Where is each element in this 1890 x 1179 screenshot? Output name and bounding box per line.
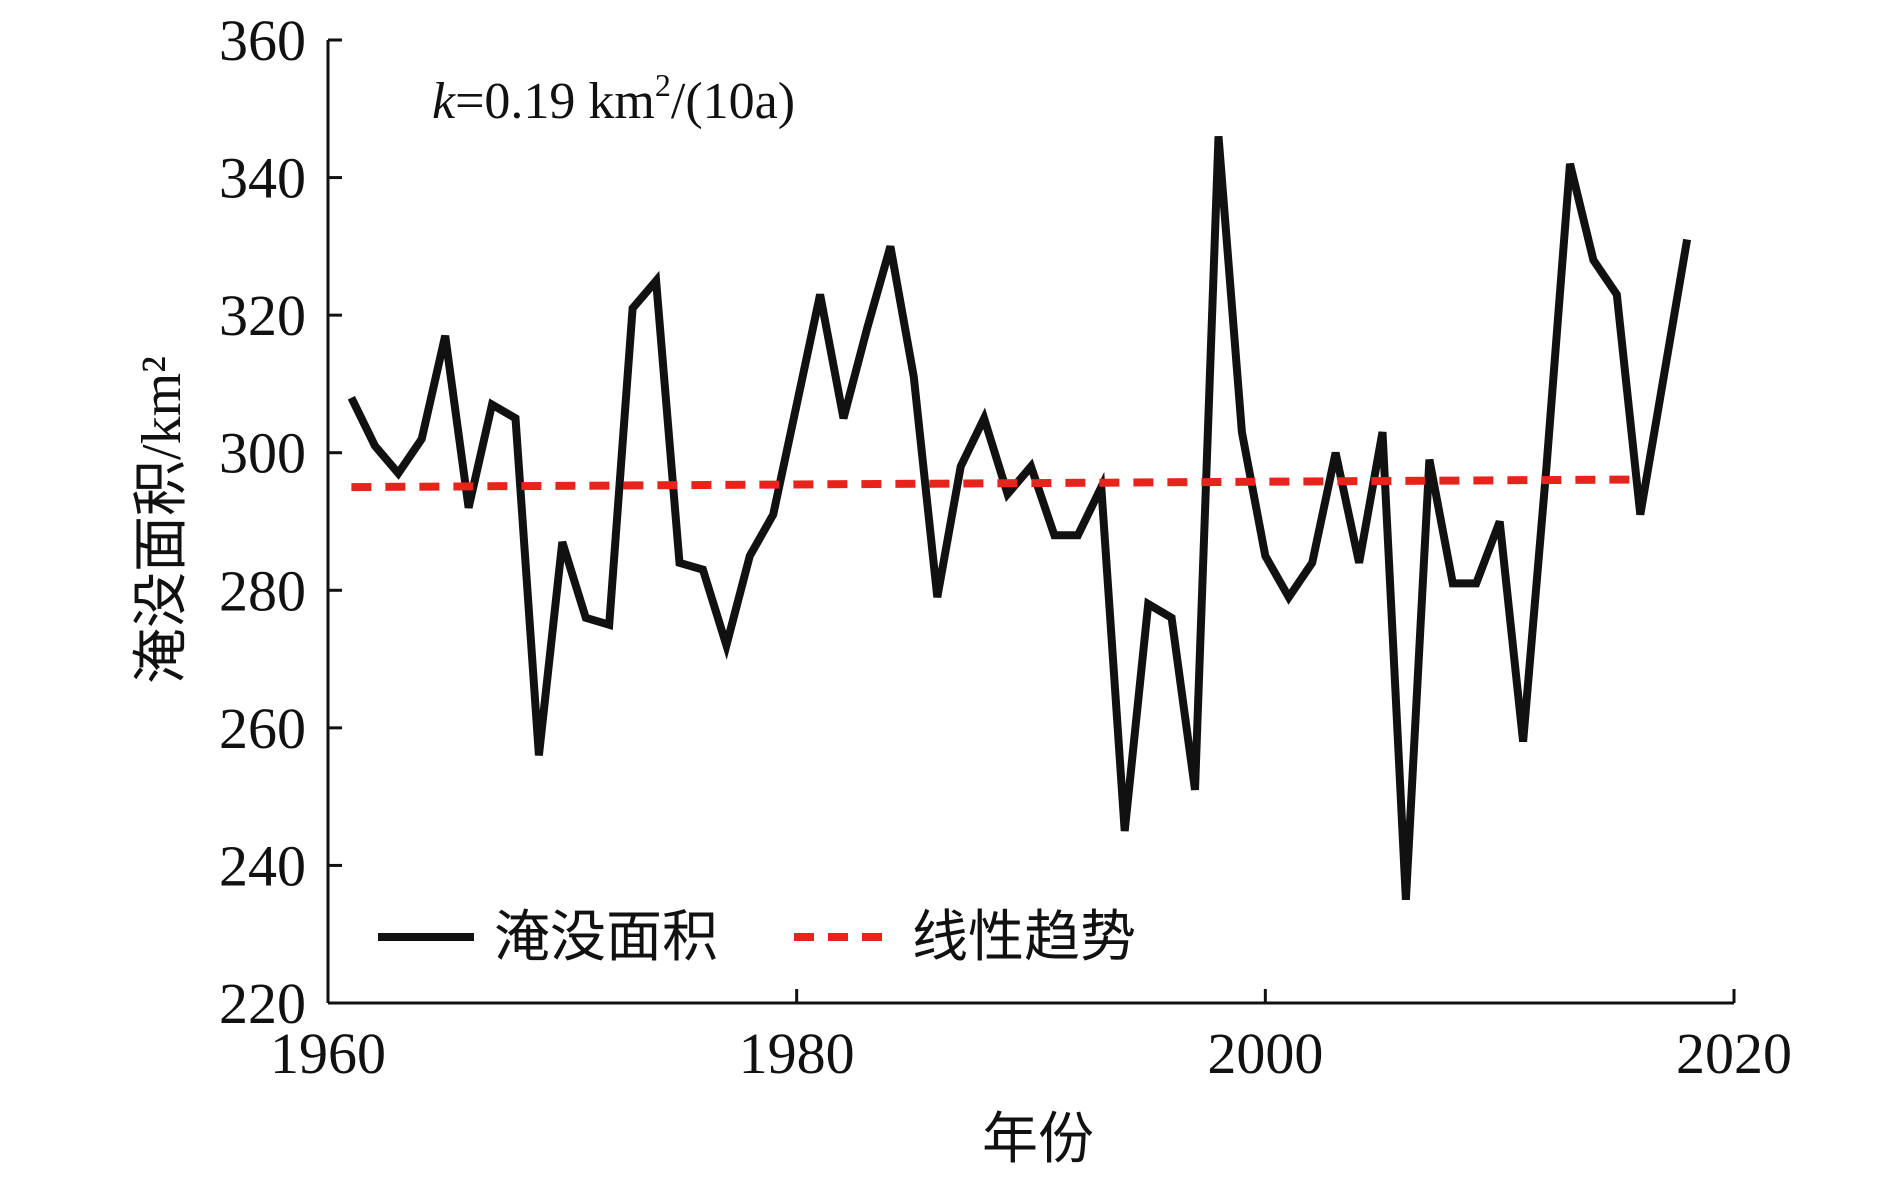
x-tick-label: 2020	[1676, 1021, 1792, 1086]
y-tick-label: 260	[219, 696, 306, 761]
plot-frame	[326, 40, 1734, 1005]
legend-label-trend: 线性趋势	[912, 907, 1136, 969]
annotation-value: =0.19 km	[455, 73, 655, 130]
y-tick-label: 240	[219, 833, 306, 898]
series-layer	[347, 135, 1692, 901]
annotation-unit: /(10a)	[671, 73, 795, 130]
annotation-superscript: 2	[655, 67, 671, 103]
x-tick-label: 2000	[1207, 1021, 1323, 1086]
y-tick-label: 360	[219, 8, 306, 73]
x-axis-title: 年份	[982, 1109, 1094, 1171]
y-tick-label: 220	[219, 971, 306, 1036]
trend-annotation: k=0.19 km2/(10a)	[432, 67, 795, 130]
x-axis: 1960 1980 2000 2020	[270, 989, 1792, 1086]
y-axis-title: 淹没面积/km²	[131, 356, 193, 684]
y-axis: 220 240 260 280 300 320 340 360	[219, 8, 342, 1036]
series-line-trend	[351, 475, 1641, 492]
y-tick-label: 300	[219, 421, 306, 486]
series-line-inundation	[347, 135, 1692, 901]
y-tick-label: 320	[219, 283, 306, 348]
legend: 淹没面积 线性趋势	[378, 907, 1136, 969]
y-tick-label: 340	[219, 146, 306, 211]
x-tick-label: 1960	[270, 1021, 386, 1086]
x-tick-label: 1980	[739, 1021, 855, 1086]
legend-label-inundation: 淹没面积	[494, 907, 718, 969]
y-tick-label: 280	[219, 558, 306, 623]
annotation-k: k	[432, 73, 456, 130]
